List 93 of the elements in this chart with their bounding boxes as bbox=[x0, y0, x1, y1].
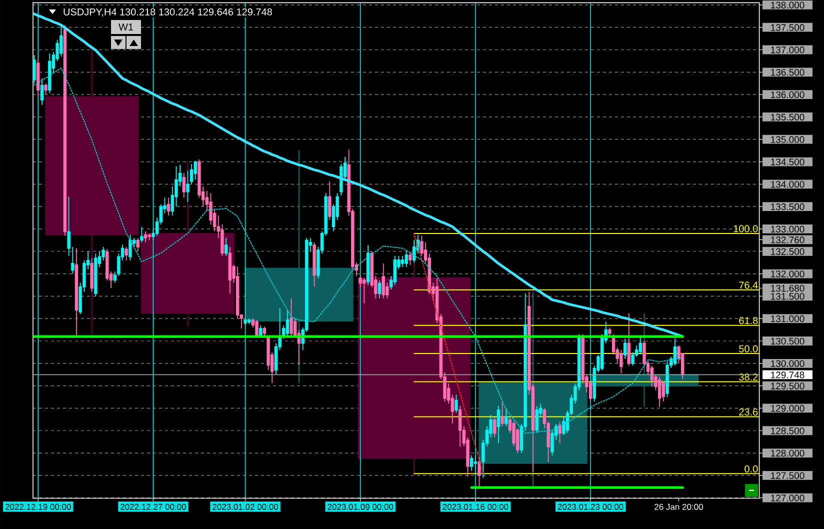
y-tick-label: 134.000 bbox=[771, 180, 804, 188]
candlestick bbox=[290, 298, 293, 337]
candlestick bbox=[148, 233, 151, 241]
candlestick bbox=[382, 263, 385, 299]
y-tick-label: 133.500 bbox=[771, 203, 804, 210]
candlestick bbox=[458, 406, 462, 448]
y-tick-label: 132.500 bbox=[771, 248, 804, 255]
candlestick bbox=[90, 258, 94, 292]
series-label: 0.0 bbox=[744, 465, 758, 472]
x-tick-label: 2023.01.09 00:00 bbox=[328, 504, 394, 510]
candlestick bbox=[620, 350, 623, 374]
candlestick bbox=[224, 237, 228, 256]
candlestick bbox=[182, 172, 186, 198]
x-tick-label: 2022.12.27 00:00 bbox=[120, 504, 186, 510]
ref-line-label: 129.748 bbox=[771, 372, 804, 378]
candlestick bbox=[40, 78, 44, 106]
candlestick bbox=[558, 421, 562, 444]
candlestick bbox=[623, 338, 627, 360]
series-label: 76.4 bbox=[739, 282, 758, 289]
x-tick-label: 2022.12.19 00:00 bbox=[5, 504, 71, 510]
candlestick bbox=[666, 360, 669, 398]
line-series bbox=[414, 232, 484, 474]
y-tick-label: 136.500 bbox=[771, 68, 804, 76]
candlestick bbox=[627, 312, 630, 366]
series-label: 100.0 bbox=[734, 225, 758, 232]
y-tick-label: 134.500 bbox=[771, 158, 804, 166]
y-tick-label: 137.500 bbox=[771, 24, 804, 31]
candlestick bbox=[504, 408, 508, 427]
chart-title: USDJPY,H4 130.218 130.224 129.646 129.748 bbox=[64, 8, 272, 17]
candlestick bbox=[496, 406, 500, 444]
candlestick bbox=[400, 255, 404, 268]
candlestick bbox=[286, 309, 290, 337]
y-tick-label: 131.000 bbox=[771, 315, 804, 322]
candlestick bbox=[262, 326, 266, 337]
y-tick-label: 138.000 bbox=[771, 2, 804, 8]
y-tick-label: 132.760 bbox=[771, 236, 804, 244]
y-tick-label: 128.000 bbox=[771, 450, 804, 457]
y-tick-label: 129.500 bbox=[771, 382, 804, 390]
candlestick bbox=[535, 406, 538, 434]
candlestick bbox=[658, 376, 662, 408]
candlestick bbox=[140, 226, 144, 243]
candlestick bbox=[44, 82, 48, 95]
candlestick bbox=[404, 250, 408, 268]
y-tick-label: 127.000 bbox=[771, 494, 804, 502]
candlestick bbox=[493, 416, 496, 438]
candlestick bbox=[255, 319, 258, 337]
series-label: 61.8 bbox=[739, 317, 758, 324]
y-tick-label: 128.500 bbox=[771, 427, 804, 434]
candlestick bbox=[478, 457, 481, 488]
y-tick-label: 135.500 bbox=[771, 114, 804, 120]
candlestick bbox=[128, 234, 132, 261]
annotation: W1 bbox=[118, 24, 134, 30]
y-tick-label: 133.000 bbox=[771, 226, 804, 233]
candlestick bbox=[408, 252, 412, 266]
candlestick bbox=[144, 230, 148, 243]
y-tick-label: 131.680 bbox=[771, 284, 804, 292]
candlestick bbox=[650, 365, 654, 388]
y-tick-label: 137.000 bbox=[771, 46, 804, 54]
candlestick bbox=[608, 327, 612, 337]
candlestick bbox=[194, 160, 197, 180]
candlestick bbox=[244, 318, 247, 326]
candlestick bbox=[166, 197, 170, 216]
candlestick bbox=[638, 336, 642, 355]
x-tick-label: 26 Jan 20:00 bbox=[654, 504, 703, 510]
series-label: 23.6 bbox=[739, 408, 758, 416]
candlestick bbox=[470, 454, 474, 472]
candlestick bbox=[362, 278, 366, 304]
y-tick-label: 130.500 bbox=[771, 338, 804, 345]
y-tick-label: 135.000 bbox=[771, 136, 804, 143]
y-tick-label: 127.500 bbox=[771, 472, 804, 479]
candlestick bbox=[32, 54, 36, 84]
candlestick bbox=[454, 394, 458, 414]
candlestick bbox=[136, 237, 140, 252]
candlestick bbox=[228, 246, 232, 294]
candlestick bbox=[94, 253, 98, 297]
candlestick bbox=[60, 26, 63, 57]
candlestick bbox=[328, 181, 332, 220]
candlestick bbox=[378, 280, 382, 299]
candlestick bbox=[500, 401, 504, 427]
candlestick bbox=[124, 246, 128, 261]
y-tick-label: 129.000 bbox=[771, 405, 804, 412]
y-tick-label: 131.500 bbox=[771, 293, 804, 300]
candlestick bbox=[474, 454, 478, 472]
y-tick-label: 136.000 bbox=[771, 91, 804, 98]
y-tick-label: 132.000 bbox=[771, 270, 804, 278]
x-tick-label: 2023.01.02 00:00 bbox=[212, 504, 278, 510]
y-tick-label: 130.000 bbox=[771, 360, 804, 367]
x-tick-label: 2023.01.23 00:00 bbox=[558, 504, 624, 510]
x-tick-label: 2023.01.16 00:00 bbox=[442, 504, 508, 510]
candlestick bbox=[74, 248, 78, 336]
candlestick bbox=[247, 318, 251, 324]
candlestick bbox=[312, 242, 316, 288]
series-label: 50.0 bbox=[739, 345, 758, 352]
